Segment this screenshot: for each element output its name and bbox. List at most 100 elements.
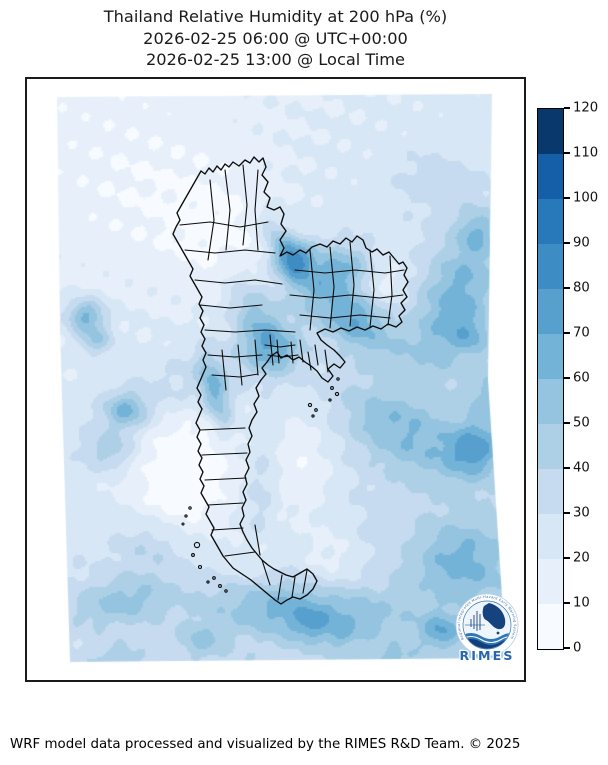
province-border xyxy=(254,339,259,376)
logo-rimes-label: RIMES xyxy=(459,648,514,663)
colorbar-segment xyxy=(538,244,563,289)
province-border xyxy=(369,249,375,328)
figure-title-line-3: 2026-02-25 13:00 @ Local Time xyxy=(145,50,406,70)
province-border xyxy=(329,246,335,329)
colorbar-segment xyxy=(538,514,563,559)
island-outline xyxy=(224,589,228,593)
logo-ring xyxy=(455,593,519,657)
island-outline xyxy=(191,553,195,557)
province-border xyxy=(269,334,274,366)
colorbar-tick-mark xyxy=(563,602,570,604)
island-outline xyxy=(188,506,192,510)
colorbar-segment xyxy=(538,334,563,379)
island-outline xyxy=(212,576,216,580)
province-border xyxy=(201,452,248,456)
province-border xyxy=(277,574,283,601)
province-border xyxy=(254,169,259,251)
figure-title-line-2: 2026-02-25 06:00 @ UTC+00:00 xyxy=(143,28,408,48)
logo-landmass xyxy=(482,603,506,630)
colorbar-tick-mark xyxy=(563,512,570,514)
province-border xyxy=(264,344,296,348)
colorbar-segment xyxy=(538,199,563,244)
island-outline xyxy=(197,564,203,570)
colorbar-tick-label: 10 xyxy=(573,595,590,611)
colorbar-tick-mark xyxy=(563,377,570,379)
colorbar-tick-label: 30 xyxy=(573,505,590,521)
colorbar-segment xyxy=(538,604,563,649)
province-border xyxy=(291,576,296,598)
province-border xyxy=(224,169,231,251)
province-border xyxy=(224,551,256,557)
island-outline xyxy=(206,580,210,584)
logo-wave-gap xyxy=(463,635,511,644)
island-outline xyxy=(330,386,334,390)
colorbar xyxy=(537,108,564,650)
island-outline xyxy=(193,541,201,549)
humidity-field-canvas xyxy=(27,79,524,680)
province-border xyxy=(299,314,391,319)
figure-title: Thailand Relative Humidity at 200 hPa (%… xyxy=(27,6,524,71)
colorbar-tick-label: 50 xyxy=(573,415,590,431)
colorbar-tick-mark xyxy=(563,332,570,334)
footer-credit: WRF model data processed and visualized … xyxy=(10,737,521,752)
province-border xyxy=(290,341,294,364)
colorbar-segment xyxy=(538,559,563,604)
colorbar-segment xyxy=(538,469,563,514)
province-border xyxy=(307,351,312,371)
province-border xyxy=(324,349,329,373)
colorbar-tick-label: 100 xyxy=(573,190,599,206)
province-border xyxy=(261,559,271,586)
province-border xyxy=(184,249,276,254)
colorbar-tick-label: 40 xyxy=(573,460,590,476)
colorbar-tick-label: 120 xyxy=(573,100,599,116)
province-border xyxy=(211,373,259,378)
province-border xyxy=(204,329,296,333)
colorbar-tick-label: 80 xyxy=(573,280,590,296)
map-axes: Regional Integrated Multi-Hazard Early W… xyxy=(25,77,526,682)
colorbar-tick-label: 110 xyxy=(573,145,599,161)
colorbar-tick-label: 60 xyxy=(573,370,590,386)
province-border xyxy=(302,569,308,594)
logo-island-dot xyxy=(496,631,500,635)
province-border xyxy=(299,339,304,363)
rimes-logo: Regional Integrated Multi-Hazard Early W… xyxy=(455,593,519,664)
figure-title-line-1: Thailand Relative Humidity at 200 hPa (%… xyxy=(103,7,448,26)
colorbar-tick-mark xyxy=(563,242,570,244)
island-outline xyxy=(314,408,318,412)
province-border xyxy=(194,279,283,285)
map-overlay: Regional Integrated Multi-Hazard Early W… xyxy=(172,156,519,664)
province-border xyxy=(204,477,247,481)
island-outline xyxy=(336,377,340,381)
province-border xyxy=(387,255,393,326)
island-outline xyxy=(184,514,188,518)
colorbar-tick-label: 0 xyxy=(573,640,582,656)
colorbar-segment xyxy=(538,424,563,469)
province-border xyxy=(242,164,248,246)
island-outline xyxy=(307,402,313,408)
thailand-borders xyxy=(172,156,409,605)
province-border xyxy=(211,527,244,531)
island-outline xyxy=(181,522,185,526)
colorbar-tick-label: 90 xyxy=(573,235,590,251)
province-border xyxy=(289,294,404,299)
colorbar-tick-label: 70 xyxy=(573,325,590,341)
province-border xyxy=(237,344,243,386)
province-border xyxy=(267,354,299,358)
island-outline xyxy=(311,414,315,418)
colorbar-tick-mark xyxy=(563,107,570,109)
province-border xyxy=(207,179,215,261)
colorbar-segment xyxy=(538,289,563,334)
colorbar-tick-label: 20 xyxy=(573,550,590,566)
colorbar-tick-mark xyxy=(563,647,570,649)
colorbar-tick-mark xyxy=(563,467,570,469)
colorbar-tick-mark xyxy=(563,557,570,559)
colorbar-tick-mark xyxy=(563,422,570,424)
island-outline xyxy=(334,391,340,397)
logo-seismograph xyxy=(465,611,485,631)
colorbar-tick-mark xyxy=(563,287,570,289)
colorbar-tick-mark xyxy=(563,152,570,154)
province-border xyxy=(254,524,261,556)
province-border xyxy=(276,339,280,364)
province-border xyxy=(179,221,269,228)
province-border xyxy=(221,349,227,391)
